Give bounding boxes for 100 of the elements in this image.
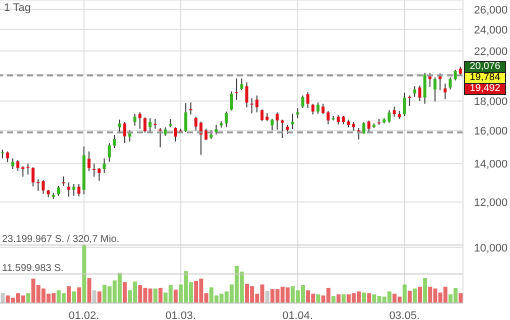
y-tick-label: 16,000 <box>474 125 508 138</box>
candlestick <box>322 103 325 115</box>
candlestick <box>388 110 391 124</box>
bar <box>153 288 158 303</box>
text: 19,784 <box>464 72 506 84</box>
ref-line-label: 11.599.983 S. <box>2 263 64 274</box>
candlestick <box>154 118 157 130</box>
candlestick <box>98 168 101 182</box>
candlestick <box>250 98 254 114</box>
x-tick-label: 01.03. <box>165 310 196 320</box>
bar <box>26 293 30 303</box>
candlestick <box>11 158 14 170</box>
candlestick <box>6 150 10 163</box>
bar <box>458 293 463 303</box>
candlestick <box>204 128 208 141</box>
candlestick <box>413 86 416 98</box>
bar <box>331 296 336 303</box>
candlestick <box>21 166 24 178</box>
bar <box>423 278 428 303</box>
y-tick-label: 10,000 <box>474 242 508 254</box>
candlestick <box>423 72 426 104</box>
candlestick <box>362 122 366 134</box>
candlestick <box>32 166 35 188</box>
candlestick <box>194 116 198 131</box>
candlestick <box>444 83 447 100</box>
bar <box>342 294 346 303</box>
bar <box>418 286 422 303</box>
candlestick <box>62 176 66 186</box>
candlestick <box>235 78 238 100</box>
candlestick <box>336 114 340 125</box>
candlestick <box>392 106 396 118</box>
bar <box>412 288 417 303</box>
candlestick <box>270 118 274 131</box>
candlestick <box>230 90 233 111</box>
candlestick <box>367 120 370 134</box>
bar <box>336 294 341 303</box>
bar <box>122 282 127 303</box>
candlestick <box>224 111 228 128</box>
candlestick <box>255 95 258 113</box>
y-tick-label: 14,000 <box>474 158 508 171</box>
candlestick <box>260 108 264 122</box>
candlestick <box>240 78 244 91</box>
candlestick <box>402 92 406 116</box>
candlestick <box>408 95 412 106</box>
candlestick <box>286 124 289 135</box>
ref-line-label: 23.199.967 S. / 320,7 Mio. <box>2 234 120 245</box>
y-tick-label: 18,000 <box>474 96 508 108</box>
candlestick <box>133 113 136 126</box>
candlestick <box>92 163 96 178</box>
candlestick <box>214 124 218 135</box>
bar <box>402 284 407 303</box>
candlestick <box>108 142 111 162</box>
y-tick-label: 12,000 <box>474 197 508 209</box>
candlestick <box>16 160 20 172</box>
bar <box>265 290 270 303</box>
bar <box>158 288 162 303</box>
x-tick-label: 03.05. <box>389 310 420 320</box>
candlestick <box>433 76 436 102</box>
candlestick <box>26 163 30 176</box>
candlestick <box>158 128 162 148</box>
candlestick <box>56 185 60 196</box>
candlestick <box>88 150 91 172</box>
chart-subtitle: 1 Tag <box>4 2 31 14</box>
candlestick <box>102 158 106 174</box>
bar <box>362 292 366 303</box>
candlestick <box>326 110 330 125</box>
candlestick <box>276 112 279 130</box>
bar <box>92 290 96 303</box>
bar <box>66 286 71 303</box>
candlestick <box>174 126 178 142</box>
bar <box>0 293 5 303</box>
candlestick <box>316 102 320 114</box>
candlestick <box>184 102 188 132</box>
candlestick <box>296 108 300 119</box>
bar <box>174 290 178 303</box>
candlestick <box>112 134 116 149</box>
candlestick <box>72 183 76 196</box>
y-tick-label: 26,000 <box>474 4 508 16</box>
bar <box>97 291 102 303</box>
bar <box>72 291 76 303</box>
text: 19,492 <box>464 83 506 95</box>
bar <box>77 287 82 303</box>
candlestick <box>418 85 422 102</box>
candlestick <box>245 82 248 108</box>
bar <box>408 290 412 303</box>
text: 20,076 <box>464 61 506 73</box>
candlestick <box>143 116 146 134</box>
candlestick <box>36 178 40 192</box>
candlestick <box>67 182 70 198</box>
y-tick-label: 24,000 <box>474 24 508 36</box>
candlestick <box>123 121 126 144</box>
bar <box>316 294 320 303</box>
candlestick <box>454 69 457 81</box>
candlestick <box>148 118 152 132</box>
candlestick <box>118 119 122 134</box>
candlestick <box>138 112 142 130</box>
candlestick <box>448 76 452 90</box>
candlestick <box>306 92 310 109</box>
candlestick <box>357 128 360 140</box>
candlestick <box>77 183 80 197</box>
